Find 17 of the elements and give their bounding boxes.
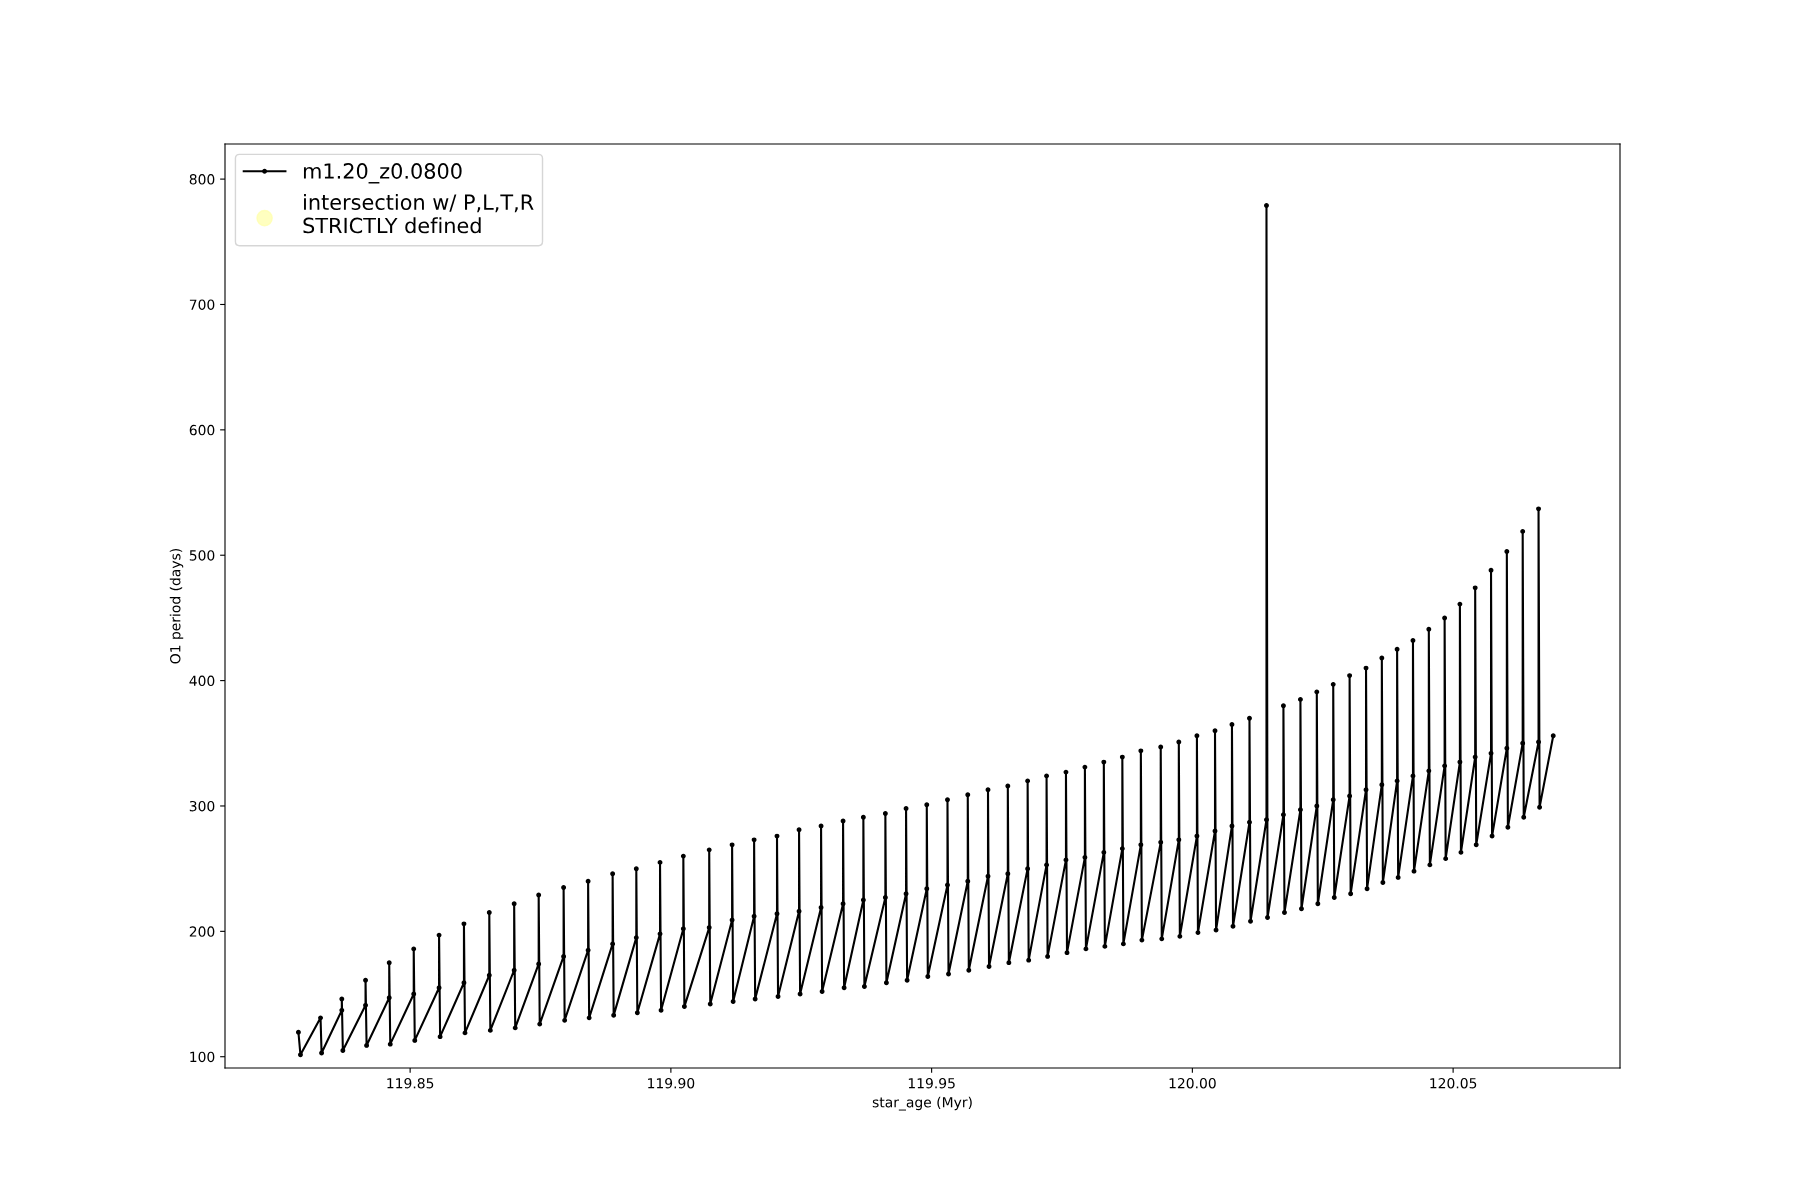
legend-label: intersection w/ P,L,T,R STRICTLY defined [303,193,534,234]
y-tick-label: 200 [189,926,215,937]
y-axis-title: O1 period (days) [169,548,184,664]
y-tick-label: 300 [189,800,215,812]
y-tick-label: 700 [189,299,215,310]
y-tick-label: 500 [189,550,215,561]
legend-label: m1.20_z0.0800 [303,163,462,184]
x-tick-label: 120.05 [1430,1077,1477,1089]
y-tick-label: 400 [189,675,215,687]
x-tick-label: 120.00 [1169,1077,1216,1089]
x-tick-label: 119.85 [387,1077,434,1089]
x-tick-label: 119.95 [908,1077,955,1089]
x-tick-label: 119.90 [648,1077,695,1089]
x-axis-title: star_age (Myr) [872,1096,972,1111]
y-tick-label: 800 [189,174,215,185]
y-tick-label: 100 [190,1051,215,1063]
y-tick-label: 600 [189,424,215,436]
